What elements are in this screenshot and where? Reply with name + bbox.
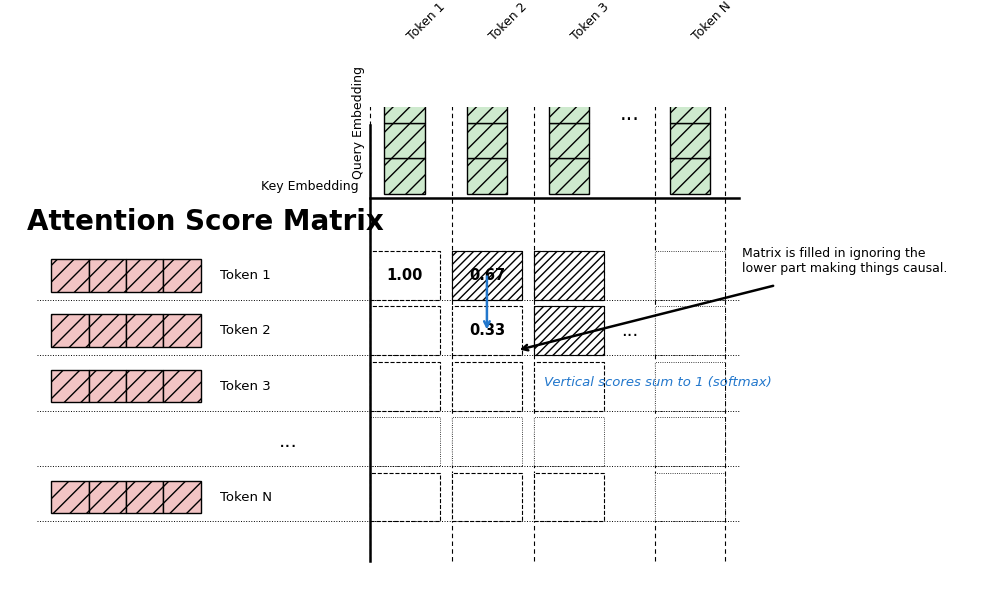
Bar [385,51,425,87]
Text: Matrix is filled in ignoring the
lower part making things causal.: Matrix is filled in ignoring the lower p… [743,247,947,275]
Bar [370,473,439,522]
Bar [51,259,88,291]
Bar [88,481,126,513]
Bar [670,123,710,158]
Text: ...: ... [621,322,638,340]
Bar [534,251,603,300]
Bar [534,362,603,411]
Bar [655,251,725,300]
Bar [51,481,88,513]
Text: Attention Score Matrix: Attention Score Matrix [27,209,384,237]
Bar [163,315,201,347]
Bar [370,417,439,466]
Bar [88,259,126,291]
Text: Key Embedding: Key Embedding [260,180,359,193]
Bar [126,370,163,402]
Bar [452,417,522,466]
Bar [452,251,522,300]
Bar [466,123,507,158]
Bar [385,158,425,194]
Bar [655,362,725,411]
Bar [670,87,710,123]
Bar [370,362,439,411]
Bar [88,315,126,347]
Bar [370,251,439,300]
Bar [534,306,603,355]
Bar [51,370,88,402]
Text: Token 2: Token 2 [487,0,530,43]
Bar [655,306,725,355]
Text: Token 1: Token 1 [221,269,271,282]
Text: ...: ... [278,432,297,451]
Bar [655,417,725,466]
Text: Token N: Token N [221,491,272,504]
Bar [452,306,522,355]
Bar [670,158,710,194]
Bar [126,315,163,347]
Bar [549,51,589,87]
Bar [385,123,425,158]
Bar [385,87,425,123]
Text: Token 1: Token 1 [405,0,447,43]
Bar [51,315,88,347]
Bar [655,473,725,522]
Bar [163,259,201,291]
Text: Token 3: Token 3 [569,0,612,43]
Bar [534,417,603,466]
Bar [670,51,710,87]
Bar [452,473,522,522]
Text: Vertical scores sum to 1 (softmax): Vertical scores sum to 1 (softmax) [544,375,771,389]
Text: Token 3: Token 3 [221,380,271,393]
Bar [549,123,589,158]
Text: 0.33: 0.33 [469,323,505,339]
Bar [466,87,507,123]
Bar [163,481,201,513]
Text: 1.00: 1.00 [387,268,423,283]
Text: Token N: Token N [690,0,734,43]
Bar [370,306,439,355]
Bar [163,370,201,402]
Bar [88,370,126,402]
Text: ...: ... [619,104,639,125]
Bar [549,87,589,123]
Text: 0.67: 0.67 [469,268,505,283]
Text: Query Embedding: Query Embedding [352,66,365,179]
Bar [534,473,603,522]
Bar [466,158,507,194]
Bar [549,158,589,194]
Text: Token 2: Token 2 [221,324,271,337]
Bar [126,481,163,513]
Bar [126,259,163,291]
Bar [452,362,522,411]
Bar [466,51,507,87]
